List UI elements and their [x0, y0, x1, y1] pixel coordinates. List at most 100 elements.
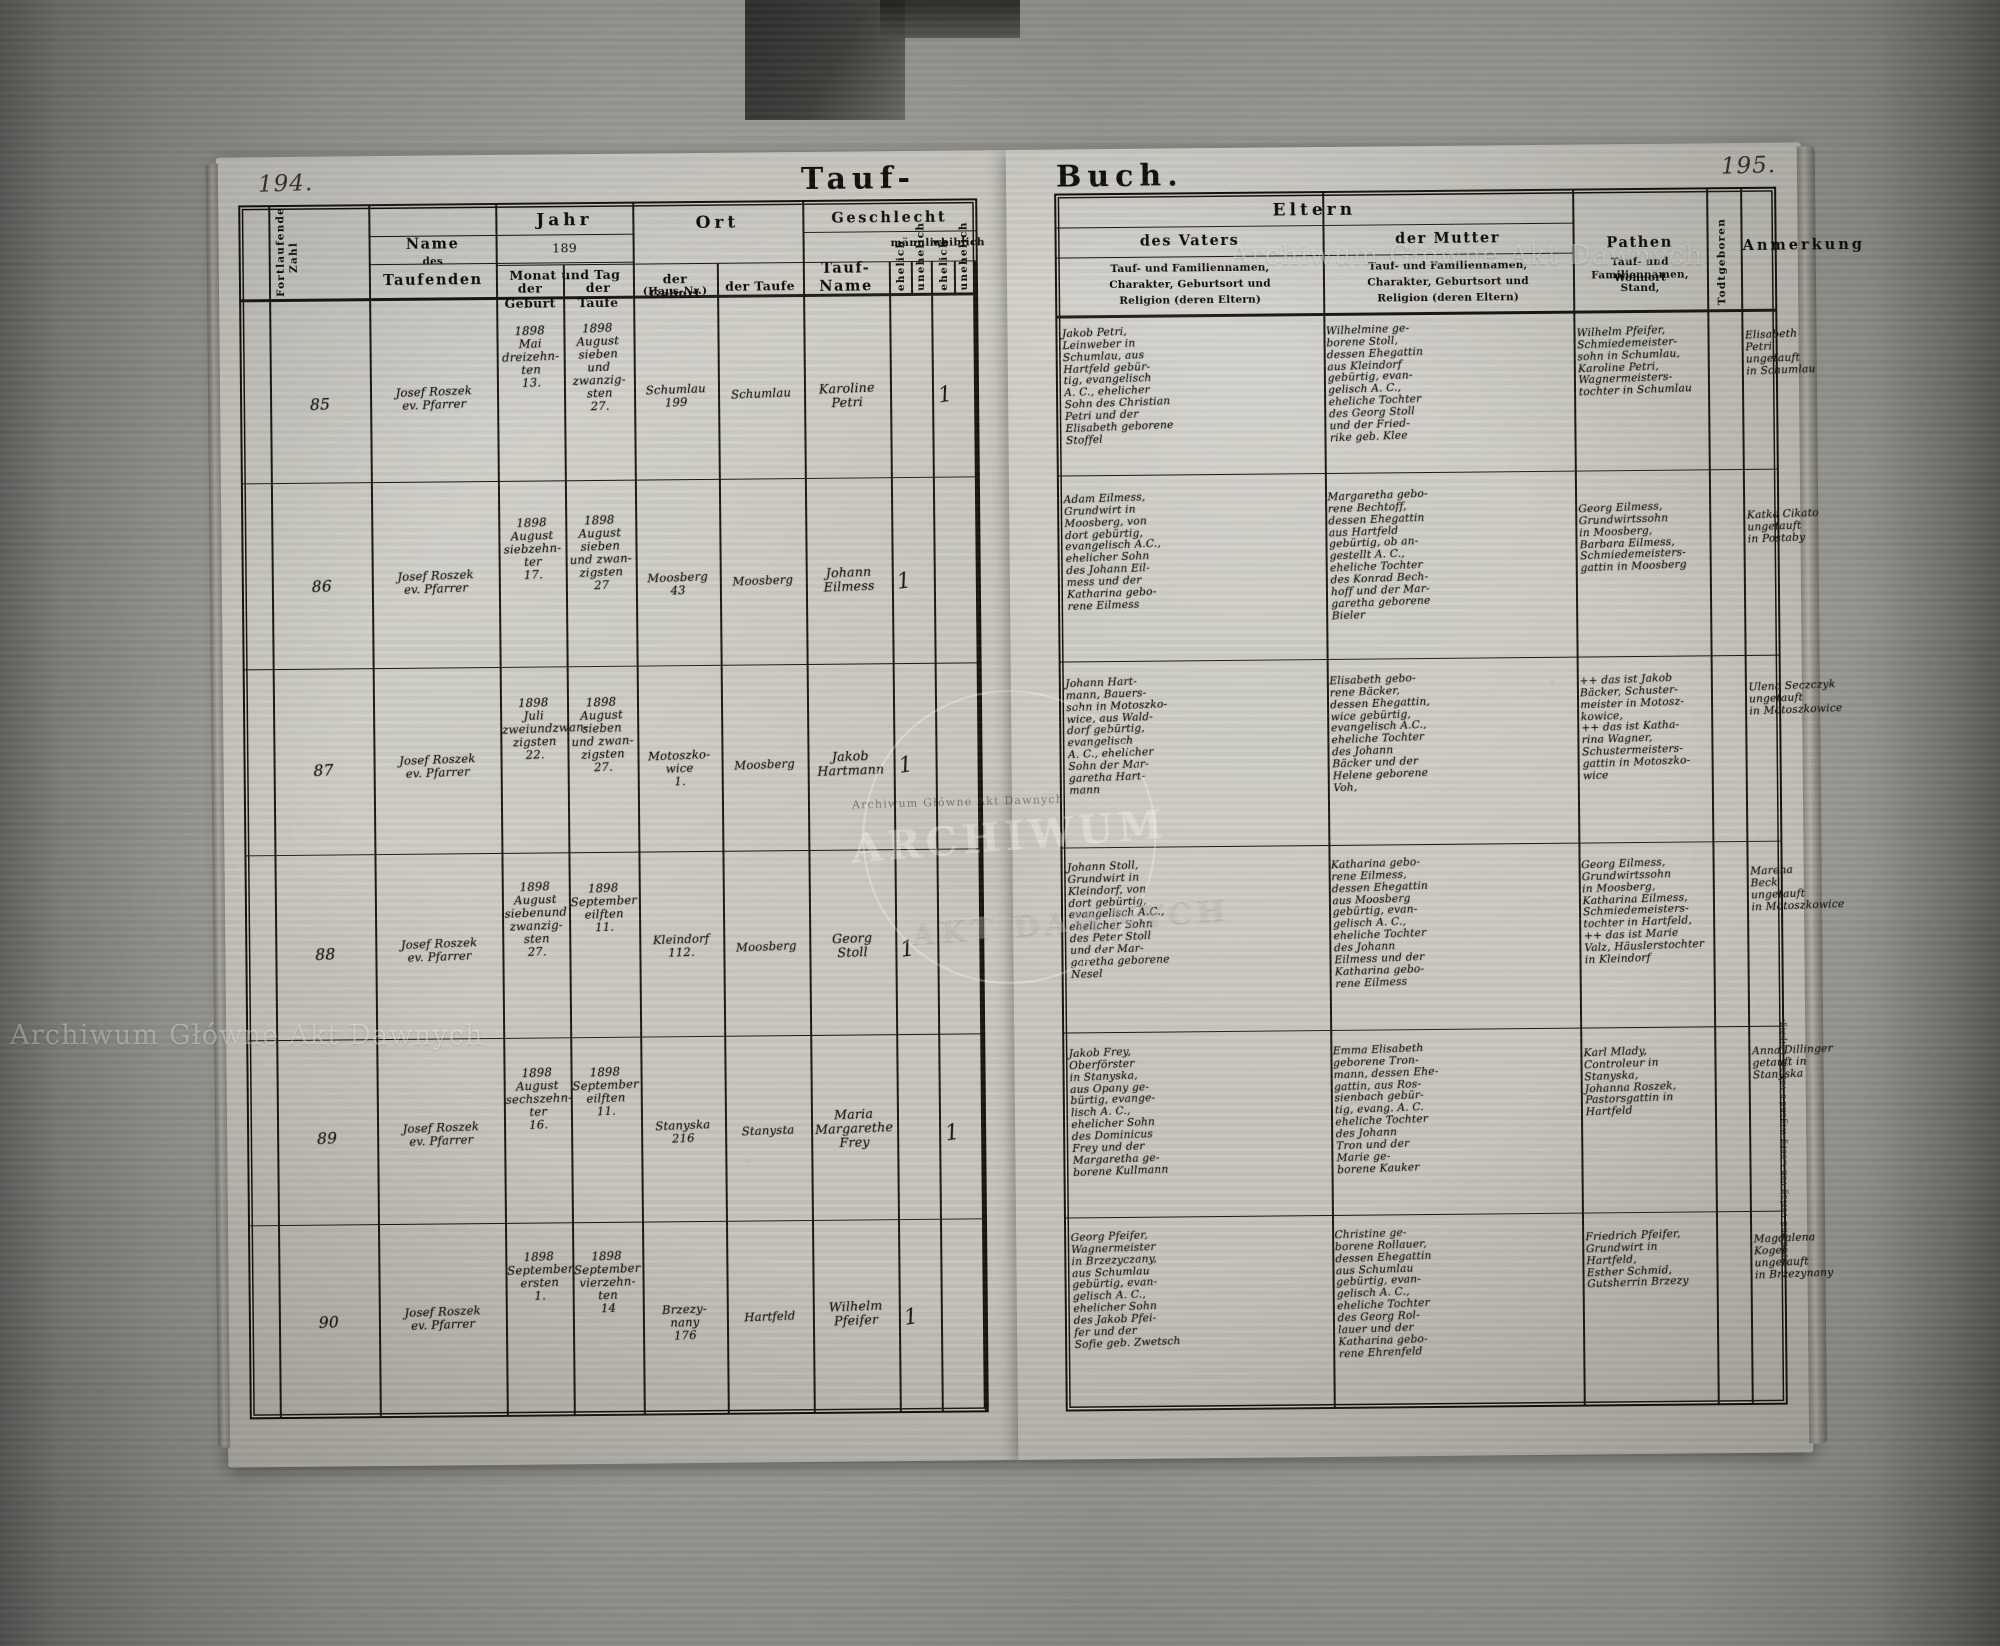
cell-jahr-geburt: 1898 August siebzehn- ter 17.: [503, 515, 562, 582]
header-pathen: Pathen: [1606, 233, 1673, 252]
cell-jahr-taufe: 1898 September vierzehn- ten 14: [573, 1248, 641, 1316]
row-sep-5: [249, 1218, 985, 1227]
cell-mutter: Christine ge- borene Rollauer, dessen Eh…: [1334, 1226, 1432, 1360]
cell-nr: 90: [318, 1313, 340, 1332]
scanner-bed-left: [0, 0, 120, 1646]
row-sep-r3: [1062, 840, 1781, 849]
header-der-mutter: der Mutter: [1395, 229, 1501, 248]
header-taufe-datum: der Taufe: [577, 279, 619, 311]
row-sep-4: [248, 1033, 984, 1042]
header-ort-geburt-hausnr: (Haus-Nr.): [642, 284, 708, 298]
hdr-line-eltern: [1056, 222, 1573, 229]
cell-ort-geburt: Schumlau 199: [645, 381, 707, 410]
cell-anmerkung: Anna Dillinger getauft in Stanyska: [1751, 1042, 1833, 1082]
header-ort-taufe: der Taufe: [724, 278, 795, 294]
cell-jahr-taufe: 1898 September eilften 11.: [570, 880, 638, 935]
col-sep-9: [930, 260, 944, 1411]
cell-anmerkung: Ulena Seczczyk ungetauft in Motoszkowice: [1748, 678, 1843, 718]
row-sep-r5: [1065, 1210, 1784, 1219]
header-year-prefix: 189: [552, 240, 578, 256]
hdr-line-geschlecht: [802, 230, 976, 234]
cell-tauf-name: Karoline Petri: [818, 379, 875, 411]
cell-sex-w-ehelich: 1: [936, 381, 954, 409]
register-table-right: Eltern des Vaters der Mutter Tauf- und F…: [1054, 186, 1865, 1412]
cell-mutter: Emma Elisabeth geborene Tron- mann, dess…: [1332, 1041, 1439, 1176]
page-number-left: 194.: [257, 170, 314, 198]
cell-name: Josef Roszek ev. Pfarrer: [397, 567, 475, 597]
cell-sex-m-ehelich: 1: [902, 1304, 920, 1331]
header-w-unehelich: unehelich: [957, 221, 971, 291]
header-geburt-datum: der Geburt: [504, 280, 556, 312]
header-geschlecht: Geschlecht: [831, 208, 948, 227]
cell-jahr-taufe: 1898 September eilften 11.: [572, 1064, 640, 1119]
cell-jahr-taufe: 1898 August sieben und zwanzig- sten 27.: [572, 320, 627, 414]
col-sep-pathen-todt: [1706, 189, 1720, 1404]
cell-jahr-geburt: 1898 August siebenund zwanzig- sten 27.: [504, 879, 568, 959]
cell-mutter: Katharina gebo- rene Eilmess, dessen Ehe…: [1330, 856, 1429, 990]
header-eltern: Eltern: [1272, 199, 1357, 221]
cell-anmerkung: Katka Cikato ungetauft in Postaby: [1746, 506, 1819, 546]
book-title-part-2: Buch.: [1055, 158, 1184, 195]
header-mutter-desc-1: Tauf- und Familiennamen,: [1368, 259, 1528, 273]
cell-vater: Johann Stoll, Grundwirt in Kleindorf, vo…: [1066, 859, 1170, 981]
col-sep-6: [716, 262, 730, 1413]
header-vater-desc-3: Religion (deren Eltern): [1119, 293, 1262, 307]
cell-tauf-name: Georg Stoll: [831, 929, 873, 961]
cell-jahr-taufe: 1898 August sieben und zwan- zigsten 27: [569, 512, 633, 593]
cell-jahr-geburt: 1898 September ersten 1.: [507, 1249, 574, 1303]
page-number-right: 195.: [1720, 152, 1777, 180]
hdr-bottom-line-right: [1057, 308, 1776, 319]
cell-anmerkung: Marena Beck ungetauft in Motoszkowice: [1749, 863, 1845, 914]
header-m-ehelich: ehelich: [894, 239, 908, 292]
row-sep-2: [244, 662, 980, 671]
col-sep-m-split: [910, 260, 913, 293]
header-laufende-zahl: Fortlaufende Zahl: [274, 207, 300, 298]
header-name-des: des: [422, 255, 444, 268]
cell-anmerkung: Elisabeth Petri ungetauft in Schumlau: [1744, 327, 1816, 378]
header-des-vaters: des Vaters: [1139, 231, 1240, 250]
row-sep-3: [246, 848, 982, 857]
header-vater-desc-2: Charakter, Geburtsort und: [1109, 277, 1271, 292]
cell-jahr-geburt: 1898 Juli zweiundzwan- zigsten 22.: [501, 695, 589, 762]
cell-pathen: Friedrich Pfeifer, Grundwirt in Hartfeld…: [1585, 1227, 1689, 1291]
cell-vater: Jakob Petri, Leinweber in Schumlau, aus …: [1061, 325, 1174, 447]
cell-jahr-geburt: 1898 Mai dreizehn- ten 13.: [501, 323, 560, 390]
cell-tauf-name: Maria Margarethe Frey: [814, 1105, 894, 1151]
col-sep-8: [888, 261, 902, 1412]
cell-vater: Georg Pfeifer, Wagnermeister in Brzezycz…: [1070, 1229, 1181, 1351]
cell-mutter: Elisabeth gebo- rene Bäcker, dessen Eheg…: [1329, 672, 1431, 795]
header-mutter-desc-3: Religion (deren Eltern): [1377, 291, 1520, 305]
header-ort: Ort: [695, 212, 740, 234]
cell-mutter: Margaretha gebo- rene Bechtoff, dessen E…: [1327, 487, 1431, 622]
cell-ort-taufe: Moosberg: [734, 756, 796, 773]
cell-ort-taufe: Moosberg: [732, 572, 794, 589]
cell-name: Josef Roszek ev. Pfarrer: [400, 935, 478, 965]
header-anmerkung: Anmerkung: [1743, 236, 1865, 255]
row-sep-r1: [1058, 468, 1777, 477]
header-w-ehelich: ehelich: [937, 239, 951, 291]
header-name-taufenden: Taufenden: [383, 271, 483, 290]
cell-ort-geburt: Moosberg 43: [647, 569, 709, 598]
cell-ort-geburt: Stanyska 216: [655, 1117, 711, 1146]
hdr-line-vater-mutter: [1056, 252, 1573, 259]
cell-sex-m-ehelich: 1: [896, 752, 915, 779]
register-table-left: Fortlaufende Zahl Name des Taufenden Jah…: [238, 198, 989, 1420]
cell-jahr-taufe: 1898 August sieben und zwan- zigsten 27.: [571, 694, 634, 775]
cell-name: Josef Roszek ev. Pfarrer: [402, 1119, 480, 1149]
cell-ort-taufe: Hartfeld: [744, 1308, 796, 1325]
header-jahr: Jahr: [536, 210, 593, 231]
header-mutter-desc-2: Charakter, Geburtsort und: [1367, 275, 1529, 289]
header-name: Name: [405, 235, 460, 253]
col-sep-w-split: [953, 260, 956, 293]
cell-ort-taufe: Moosberg: [735, 938, 797, 955]
cell-nr: 87: [313, 761, 335, 781]
cell-ort-taufe: Schumlau: [730, 385, 792, 402]
cell-pathen: Wilhelm Pfeifer, Schmiedemeister- sohn i…: [1576, 324, 1693, 399]
cell-pathen: ++ das ist Jakob Bäcker, Schuster- meist…: [1579, 671, 1691, 783]
scanner-bed-shadow-top-2: [880, 0, 1020, 38]
header-vater-desc-1: Tauf- und Familiennamen,: [1110, 261, 1270, 276]
cell-nr: 89: [316, 1129, 338, 1148]
cell-ort-taufe: Stanysta: [741, 1122, 795, 1139]
cell-sex-m-ehelich: 1: [898, 936, 917, 963]
